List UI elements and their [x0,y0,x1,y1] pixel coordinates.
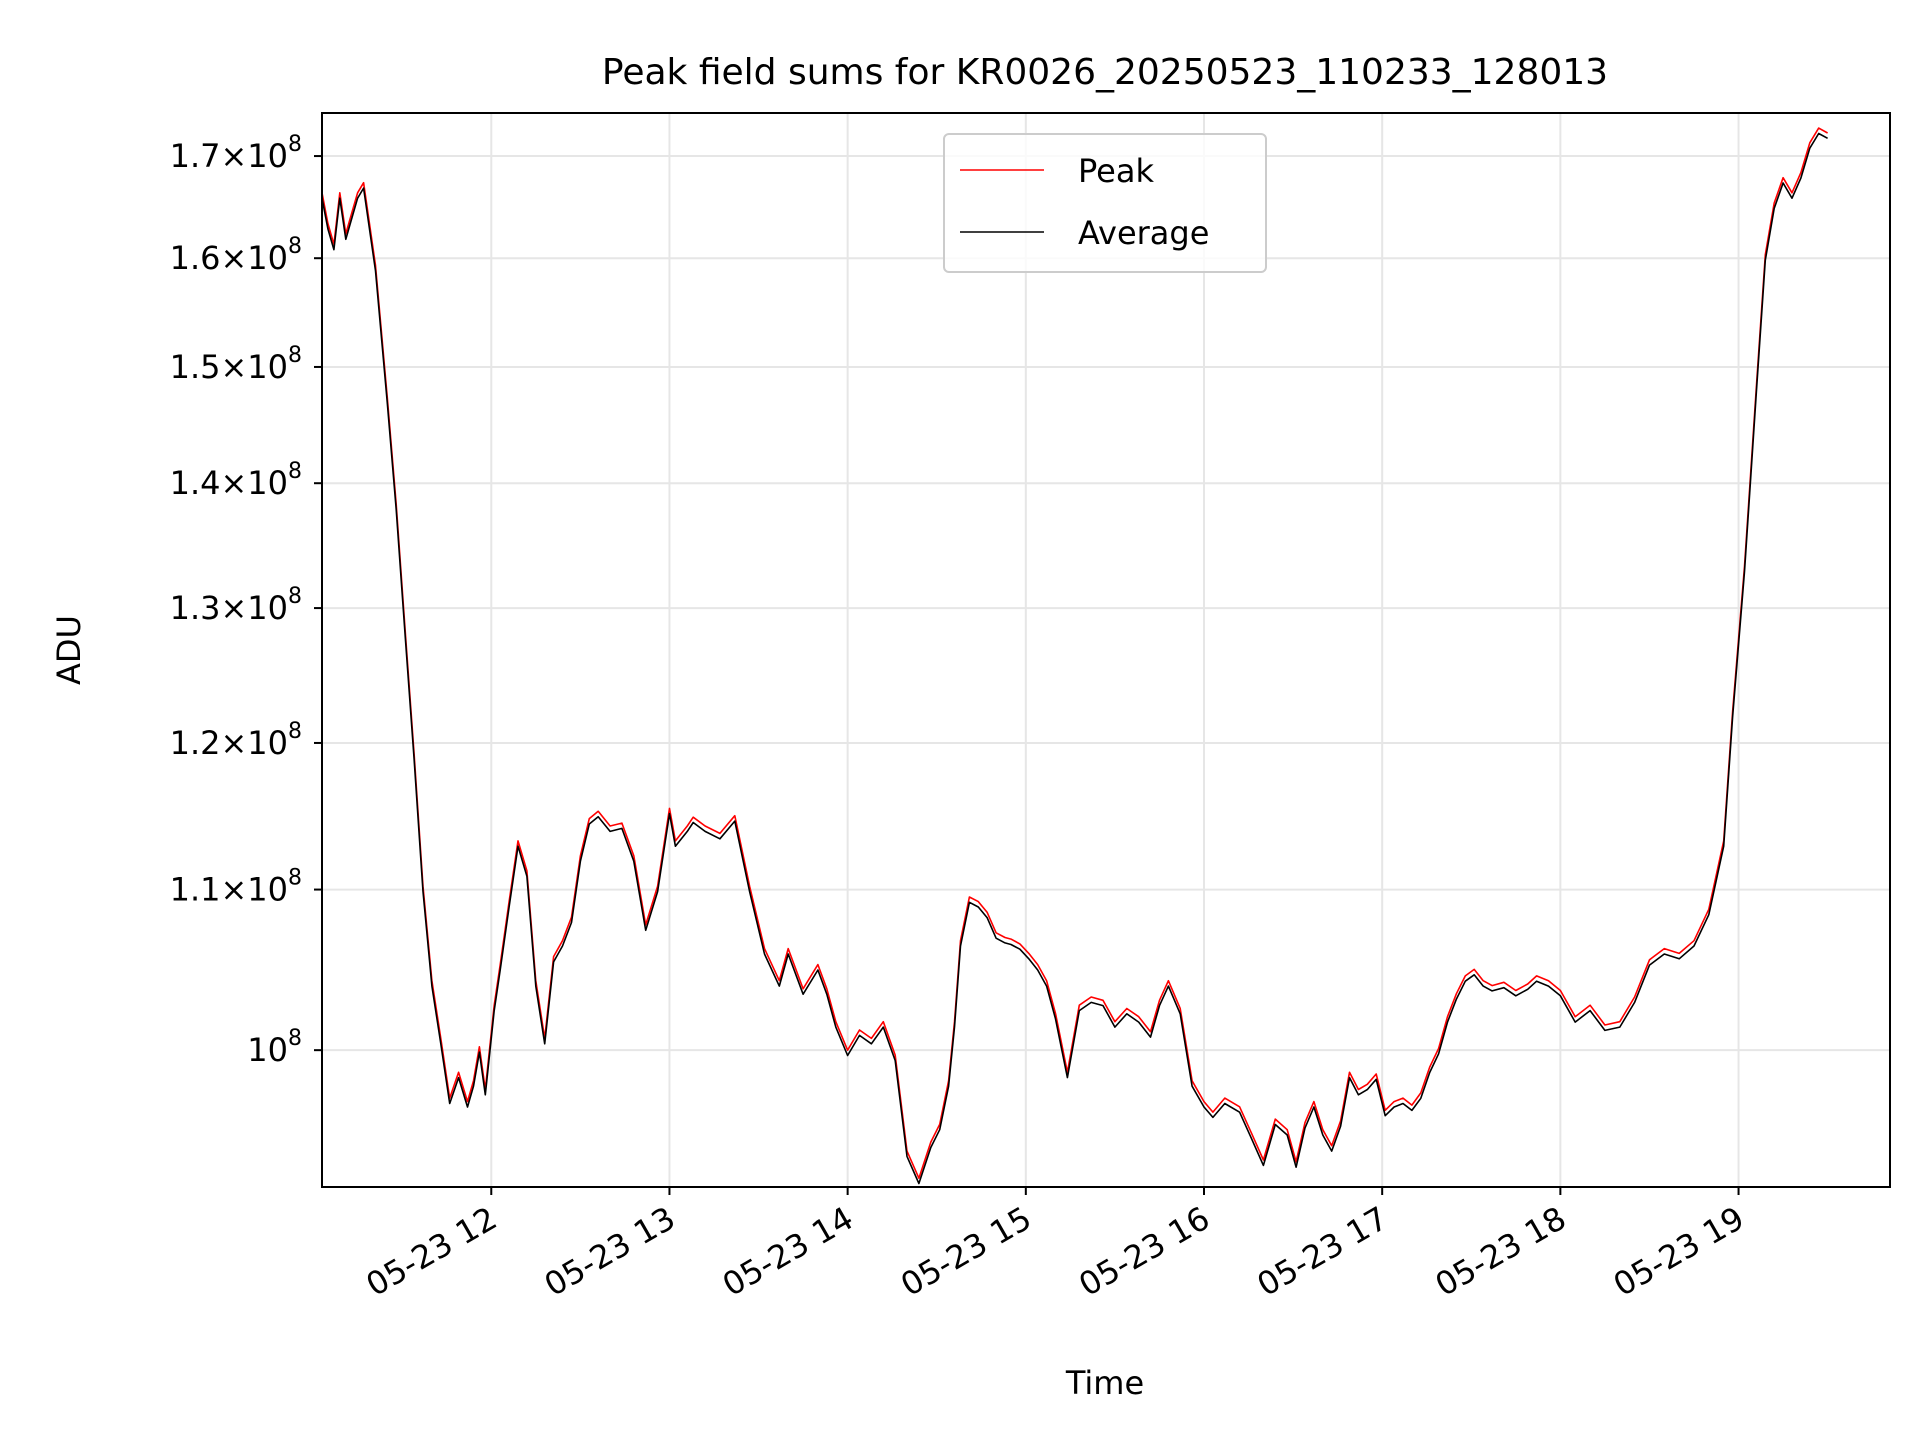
legend-box [943,133,1267,273]
legend-average-label: Average [1078,214,1209,252]
plot-frame [321,112,1891,1188]
x-gridlines [490,113,1740,1187]
y-axis-label: ADU [50,615,88,685]
y-axis: 108 1.1×108 1.2×108 1.3×108 1.4×108 1.5×108 1.… [170,132,322,1069]
chart-title: Peak field sums for KR0026_20250523_1102… [602,52,1608,93]
y-gridlines [322,155,1890,1052]
y-tick-label: 1.1×108 [170,866,302,909]
average-series-line [322,132,1828,1185]
legend: Peak Average [943,133,1267,273]
y-tick-label: 1.5×108 [170,343,302,386]
y-tick-label: 1.3×108 [170,584,302,627]
y-tick-label: 1.7×108 [170,132,302,175]
y-tick-label: 108 [247,1026,302,1069]
series-layer [322,127,1828,1185]
y-tick-label: 1.4×108 [170,459,302,502]
legend-peak-label: Peak [1078,152,1154,190]
y-tick-label: 1.2×108 [170,719,302,762]
y-tick-label: 1.6×108 [170,234,302,277]
x-axis-label: Time [1065,1364,1144,1402]
